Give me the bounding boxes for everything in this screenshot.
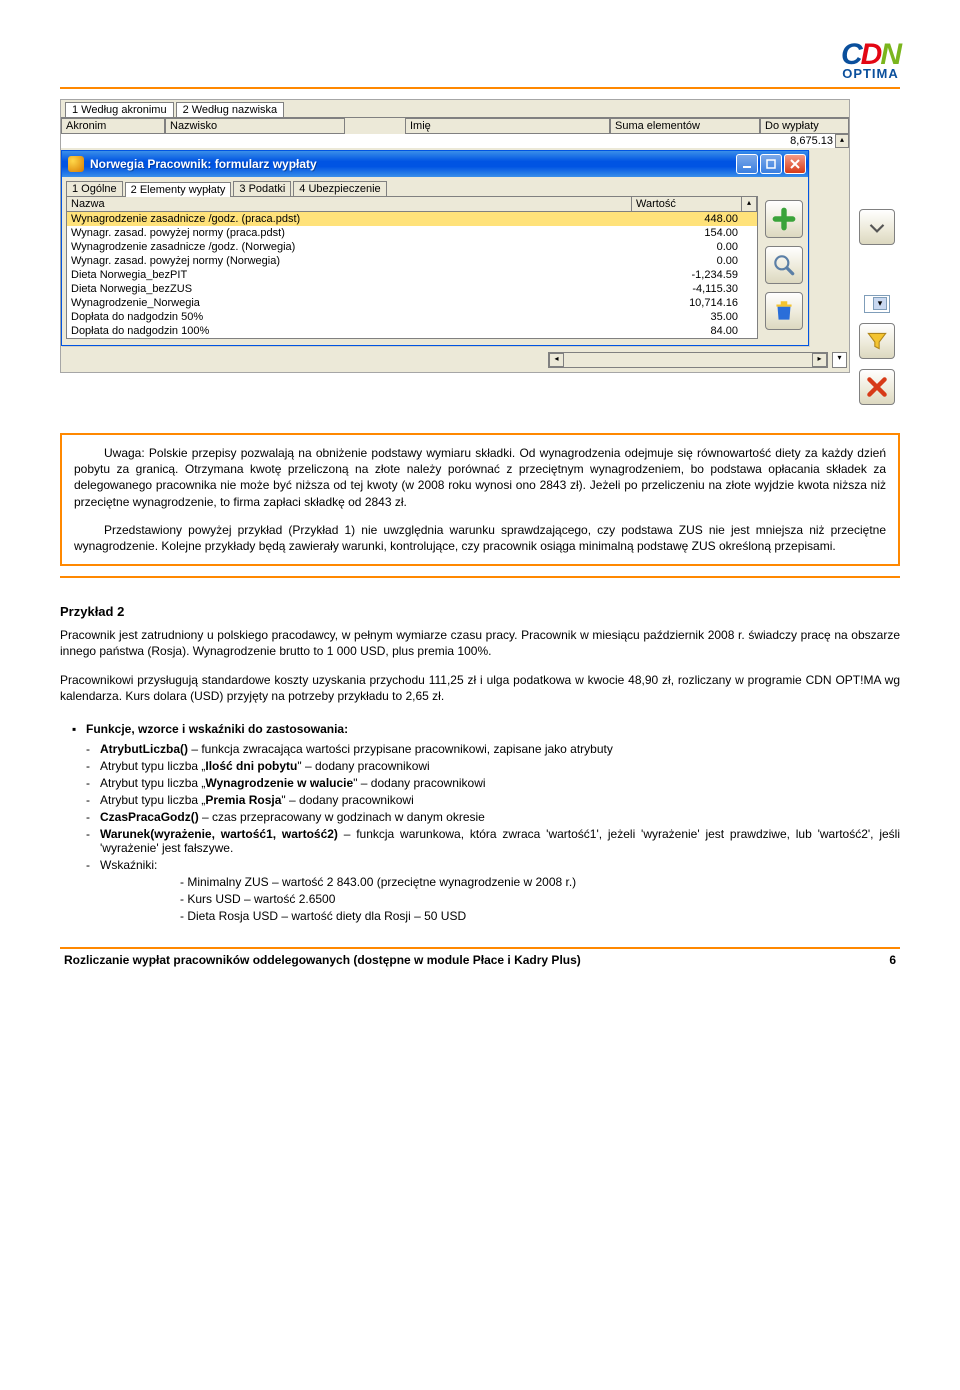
page-number: 6	[889, 953, 896, 967]
row-value: 0.00	[632, 254, 742, 268]
wsk-item: - Kurs USD – wartość 2.6500	[180, 892, 900, 906]
grid-row[interactable]: Wynagrodzenie_Norwegia10,714.16	[67, 296, 757, 310]
grid-row[interactable]: Dieta Norwegia_bezPIT-1,234.59	[67, 268, 757, 282]
row-value: 0.00	[632, 240, 742, 254]
wsk-item: - Dieta Rosja USD – wartość diety dla Ro…	[180, 909, 900, 923]
grid-row[interactable]: Wynagrodzenie zasadnicze /godz. (Norwegi…	[67, 240, 757, 254]
row-value: 448.00	[632, 212, 742, 226]
payroll-form-window: Norwegia Pracownik: formularz wypłaty	[61, 150, 809, 346]
grid-row[interactable]: Dopłata do nadgodzin 50%35.00	[67, 310, 757, 324]
window-title: Norwegia Pracownik: formularz wypłaty	[90, 157, 734, 171]
maximize-button[interactable]	[760, 154, 782, 174]
row-name: Dopłata do nadgodzin 50%	[67, 310, 632, 324]
row-value: 84.00	[632, 324, 742, 338]
row-name: Dieta Norwegia_bezZUS	[67, 282, 632, 296]
minimize-button[interactable]	[736, 154, 758, 174]
scroll-up-icon[interactable]: ▴	[742, 197, 757, 211]
side-toolbar	[850, 99, 900, 405]
outer-grid: 1 Według akronimu 2 Według nazwiska Akro…	[60, 99, 850, 373]
tab-podatki[interactable]: 3 Podatki	[233, 181, 291, 196]
row-value: 154.00	[632, 226, 742, 240]
functions-heading: Funkcje, wzorce i wskaźniki do zastosowa…	[86, 722, 900, 736]
elements-grid: Nazwa Wartość ▴ Wynagrodzenie zasadnicze…	[66, 196, 758, 339]
grid-row[interactable]: Dieta Norwegia_bezZUS-4,115.30	[67, 282, 757, 296]
bullet-item: Wskaźniki:	[86, 858, 900, 872]
row-value: -4,115.30	[632, 282, 742, 296]
row-name: Wynagrodzenie zasadnicze /godz. (praca.p…	[67, 212, 632, 226]
row-name: Dieta Norwegia_bezPIT	[67, 268, 632, 282]
search-button[interactable]	[765, 246, 803, 284]
bullet-item: AtrybutLiczba() – funkcja zwracająca war…	[86, 742, 900, 756]
grid-row[interactable]: Wynagr. zasad. powyżej normy (Norwegia)0…	[67, 254, 757, 268]
logo-subtitle: OPTIMA	[841, 66, 900, 81]
box-p2: Przedstawiony powyżej przykład (Przykład…	[74, 522, 886, 554]
close-button[interactable]	[784, 154, 806, 174]
header-rule	[60, 87, 900, 89]
bullet-item: CzasPracaGodz() – czas przepracowany w g…	[86, 810, 900, 824]
footer-rule	[60, 947, 900, 949]
warning-box: Uwaga: Polskie przepisy pozwalają na obn…	[60, 433, 900, 566]
outer-tab-nazwisko[interactable]: 2 Według nazwiska	[176, 102, 285, 117]
wskazniki-list: - Minimalny ZUS – wartość 2 843.00 (prze…	[180, 875, 900, 923]
cdn-logo: CDN OPTIMA	[841, 40, 900, 81]
divider	[60, 576, 900, 578]
cancel-button[interactable]	[859, 369, 895, 405]
bullet-item: Atrybut typu liczba „Wynagrodzenie w wal…	[86, 776, 900, 790]
gridcol-wartosc[interactable]: Wartość	[632, 197, 742, 211]
bullet-item: Atrybut typu liczba „Ilość dni pobytu" –…	[86, 759, 900, 773]
row-name: Dopłata do nadgodzin 100%	[67, 324, 632, 338]
footer-title: Rozliczanie wypłat pracowników oddelegow…	[64, 953, 581, 967]
h-scrollbar[interactable]: ◂▸	[548, 352, 828, 368]
row-value: -1,234.59	[632, 268, 742, 282]
row-name: Wynagrodzenie_Norwegia	[67, 296, 632, 310]
col-akronim[interactable]: Akronim	[61, 118, 165, 134]
col-do-wyplaty[interactable]: Do wypłaty	[760, 118, 849, 134]
row-name: Wynagr. zasad. powyżej normy (praca.pdst…	[67, 226, 632, 240]
filter-dropdown[interactable]	[864, 295, 890, 313]
spin-up-icon[interactable]: ▴	[835, 134, 849, 148]
app-icon	[68, 156, 84, 172]
delete-button[interactable]	[765, 292, 803, 330]
col-nazwisko[interactable]: Nazwisko	[165, 118, 345, 134]
outer-data-row[interactable]: 8,675.13 ▴	[61, 134, 849, 148]
bullets-list: AtrybutLiczba() – funkcja zwracająca war…	[86, 742, 900, 872]
col-suma[interactable]: Suma elementów	[610, 118, 760, 134]
scroll-down-icon[interactable]: ▾	[832, 352, 847, 368]
example2-p2: Pracownikowi przysługują standardowe kos…	[60, 672, 900, 704]
tab-elementy-wyplaty[interactable]: 2 Elementy wypłaty	[125, 182, 232, 197]
example2-p1: Pracownik jest zatrudniony u polskiego p…	[60, 627, 900, 659]
grid-row[interactable]: Wynagr. zasad. powyżej normy (praca.pdst…	[67, 226, 757, 240]
box-p1: Uwaga: Polskie przepisy pozwalają na obn…	[74, 445, 886, 510]
bullet-item: Warunek(wyrażenie, wartość1, wartość2) –…	[86, 827, 900, 855]
row-name: Wynagrodzenie zasadnicze /godz. (Norwegi…	[67, 240, 632, 254]
gridcol-nazwa[interactable]: Nazwa	[67, 197, 632, 211]
filter-button[interactable]	[859, 323, 895, 359]
outer-amount: 8,675.13	[790, 135, 833, 147]
header-logo-area: CDN OPTIMA	[60, 40, 900, 81]
example2-title: Przykład 2	[60, 604, 900, 619]
tab-ubezpieczenie[interactable]: 4 Ubezpieczenie	[293, 181, 386, 196]
add-button[interactable]	[765, 200, 803, 238]
row-value: 35.00	[632, 310, 742, 324]
tab-ogolne[interactable]: 1 Ogólne	[66, 181, 123, 196]
wsk-item: - Minimalny ZUS – wartość 2 843.00 (prze…	[180, 875, 900, 889]
col-imie[interactable]: Imię	[405, 118, 610, 134]
grid-row[interactable]: Wynagrodzenie zasadnicze /godz. (praca.p…	[67, 212, 757, 226]
bullet-item: Atrybut typu liczba „Premia Rosja" – dod…	[86, 793, 900, 807]
scroll-down-button[interactable]	[859, 209, 895, 245]
outer-tab-akronim[interactable]: 1 Według akronimu	[65, 102, 174, 117]
grid-row[interactable]: Dopłata do nadgodzin 100%84.00	[67, 324, 757, 338]
row-name: Wynagr. zasad. powyżej normy (Norwegia)	[67, 254, 632, 268]
row-value: 10,714.16	[632, 296, 742, 310]
